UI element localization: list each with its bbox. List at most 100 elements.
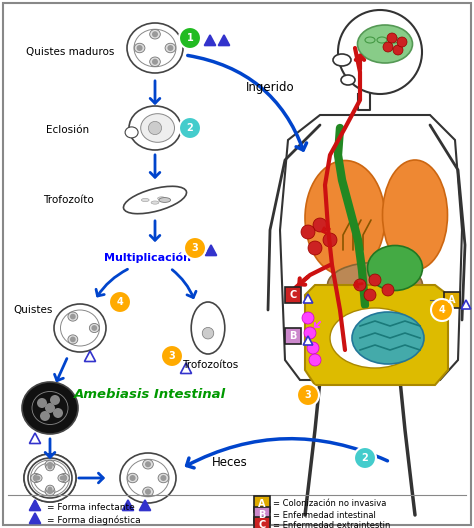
Circle shape [184, 237, 206, 259]
Circle shape [308, 241, 322, 255]
Ellipse shape [123, 186, 187, 214]
Text: = Colonización no invasiva: = Colonización no invasiva [273, 499, 386, 508]
Circle shape [160, 475, 166, 481]
Polygon shape [84, 351, 96, 362]
Circle shape [70, 314, 76, 319]
Ellipse shape [128, 473, 138, 483]
Text: Quistes maduros: Quistes maduros [26, 47, 114, 57]
Text: 3: 3 [305, 390, 311, 400]
Circle shape [309, 354, 321, 366]
Circle shape [47, 465, 53, 469]
Circle shape [161, 345, 183, 367]
Ellipse shape [367, 246, 422, 290]
Polygon shape [181, 363, 191, 373]
Circle shape [33, 475, 38, 481]
Circle shape [45, 403, 55, 413]
Text: = Forma infectante: = Forma infectante [47, 503, 135, 512]
Ellipse shape [45, 487, 55, 496]
FancyBboxPatch shape [3, 3, 471, 525]
Circle shape [179, 27, 201, 49]
FancyBboxPatch shape [254, 517, 270, 528]
Circle shape [47, 462, 53, 468]
Ellipse shape [45, 460, 55, 469]
Polygon shape [122, 500, 134, 511]
Ellipse shape [34, 474, 42, 482]
Circle shape [393, 45, 403, 55]
Text: 4: 4 [117, 297, 123, 307]
Polygon shape [305, 285, 448, 385]
Ellipse shape [31, 474, 41, 483]
Text: Eclosión: Eclosión [46, 125, 90, 135]
Circle shape [397, 37, 407, 47]
Circle shape [145, 489, 151, 495]
Text: Trofozoíto: Trofozoíto [43, 195, 93, 205]
FancyBboxPatch shape [444, 292, 460, 308]
Ellipse shape [59, 474, 69, 483]
Circle shape [36, 476, 40, 480]
Circle shape [323, 233, 337, 247]
Ellipse shape [129, 106, 181, 150]
Circle shape [431, 299, 453, 321]
Circle shape [307, 342, 319, 354]
Circle shape [70, 336, 76, 342]
Circle shape [137, 45, 143, 51]
Circle shape [302, 312, 314, 324]
Circle shape [50, 395, 60, 405]
Circle shape [53, 408, 63, 418]
Ellipse shape [150, 30, 160, 39]
Polygon shape [280, 115, 462, 380]
Ellipse shape [127, 23, 183, 73]
Circle shape [387, 33, 397, 43]
Circle shape [202, 327, 214, 339]
Polygon shape [30, 501, 40, 510]
Ellipse shape [150, 57, 160, 67]
Text: B: B [289, 331, 297, 341]
Text: = Forma diagnóstica: = Forma diagnóstica [47, 515, 141, 525]
FancyBboxPatch shape [285, 328, 301, 344]
Text: Trofozoítos: Trofozoítos [182, 360, 238, 370]
Ellipse shape [46, 463, 54, 471]
Text: 1: 1 [187, 33, 193, 43]
Text: 3: 3 [191, 243, 199, 253]
Text: Amebiasis Intestinal: Amebiasis Intestinal [74, 389, 226, 401]
Circle shape [152, 31, 158, 37]
Ellipse shape [24, 454, 76, 502]
Text: Heces: Heces [212, 456, 248, 468]
Circle shape [354, 279, 366, 291]
Ellipse shape [68, 312, 78, 321]
Ellipse shape [330, 308, 420, 368]
Ellipse shape [141, 199, 149, 202]
Circle shape [60, 476, 64, 480]
Circle shape [129, 475, 136, 481]
Text: C: C [289, 290, 297, 300]
Text: = Enfermedad intestinal: = Enfermedad intestinal [273, 511, 376, 520]
Circle shape [62, 475, 67, 481]
Text: = Enfermedad extraintestin: = Enfermedad extraintestin [273, 521, 391, 528]
Circle shape [109, 291, 131, 313]
Ellipse shape [54, 304, 106, 352]
Ellipse shape [24, 454, 76, 502]
Polygon shape [139, 500, 151, 511]
Ellipse shape [120, 453, 176, 503]
FancyBboxPatch shape [254, 507, 270, 523]
Ellipse shape [157, 197, 165, 200]
Text: C: C [258, 520, 265, 528]
Circle shape [383, 42, 393, 52]
Polygon shape [29, 513, 41, 523]
Circle shape [364, 289, 376, 301]
Ellipse shape [143, 459, 153, 469]
Ellipse shape [158, 473, 169, 483]
Circle shape [382, 284, 394, 296]
Circle shape [37, 398, 47, 408]
Ellipse shape [305, 161, 385, 276]
Ellipse shape [357, 25, 412, 63]
Polygon shape [29, 433, 41, 444]
Circle shape [40, 411, 50, 421]
Polygon shape [205, 245, 217, 256]
Circle shape [301, 225, 315, 239]
FancyBboxPatch shape [254, 496, 270, 512]
Polygon shape [303, 336, 313, 345]
Circle shape [313, 218, 327, 232]
Ellipse shape [134, 43, 145, 53]
Text: 4: 4 [438, 305, 446, 315]
